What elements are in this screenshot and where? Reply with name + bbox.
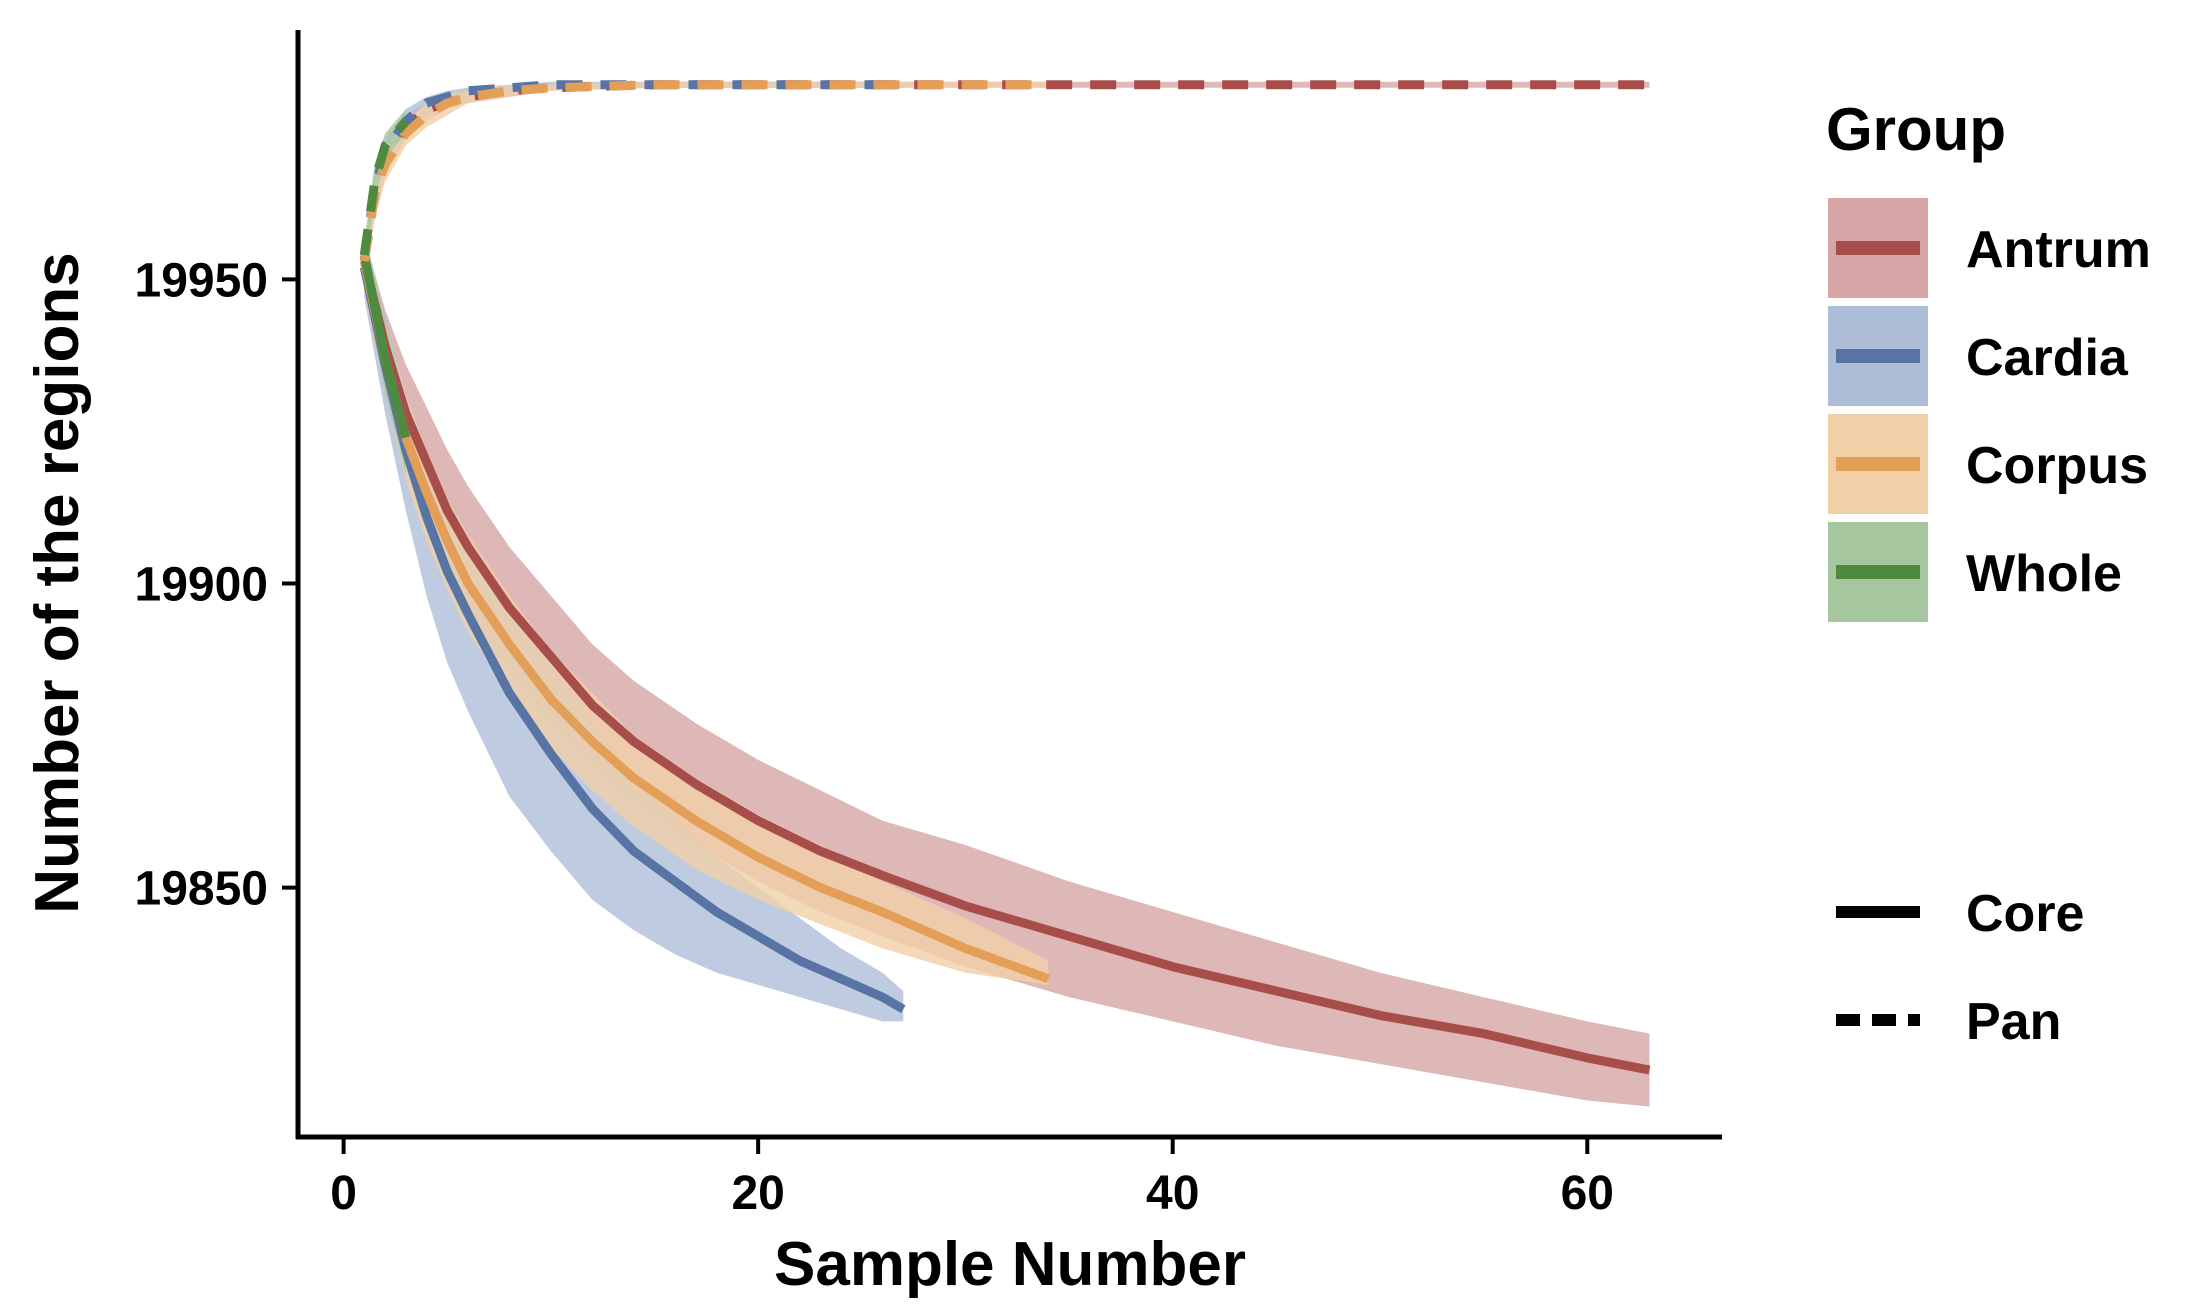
series-lines (359, 80, 1651, 1075)
line-whole-core (359, 254, 411, 439)
line-antrum-core (359, 260, 1651, 1075)
legend-label-antrum: Antrum (1966, 221, 2151, 279)
x-tick-label: 60 (1561, 1167, 1614, 1220)
band-corpus-core (364, 236, 1049, 985)
x-tick-label: 20 (731, 1167, 784, 1220)
legend-types: Core Pan (1836, 885, 2084, 1051)
x-axis-label: Sample Number (774, 1230, 1246, 1299)
y-tick-label: 19850 (135, 863, 268, 916)
x-tick-label: 40 (1146, 1167, 1199, 1220)
line-whole-pan (359, 118, 410, 256)
legend-title: Group (1826, 96, 2006, 163)
legend-label-corpus: Corpus (1966, 437, 2148, 495)
legend-label-core: Core (1966, 885, 2084, 943)
x-tick-label: 0 (330, 1167, 357, 1220)
legend-label-whole: Whole (1966, 545, 2122, 603)
band-antrum-pan (364, 81, 1650, 280)
line-cardia-core (359, 266, 906, 1014)
y-tick-label: 19950 (135, 254, 268, 307)
y-tick-label: 19900 (135, 559, 268, 612)
line-corpus-pan (359, 80, 1049, 262)
band-antrum-core (364, 236, 1650, 1107)
band-corpus-pan (364, 81, 1049, 280)
y-axis-label: Number of the regions (23, 252, 92, 913)
line-corpus-core (359, 260, 1050, 984)
confidence-bands (364, 81, 1650, 1107)
legend: Group Antrum Cardia Corpus Whole Core Pan (1826, 96, 2151, 1051)
line-antrum-pan (359, 80, 1650, 262)
legend-label-cardia: Cardia (1966, 329, 2129, 387)
tick-marks: 0 20 40 60 19850 19900 19950 (135, 254, 1614, 1220)
legend-groups: Antrum Cardia Corpus Whole (1828, 198, 2151, 622)
legend-label-pan: Pan (1966, 993, 2061, 1051)
